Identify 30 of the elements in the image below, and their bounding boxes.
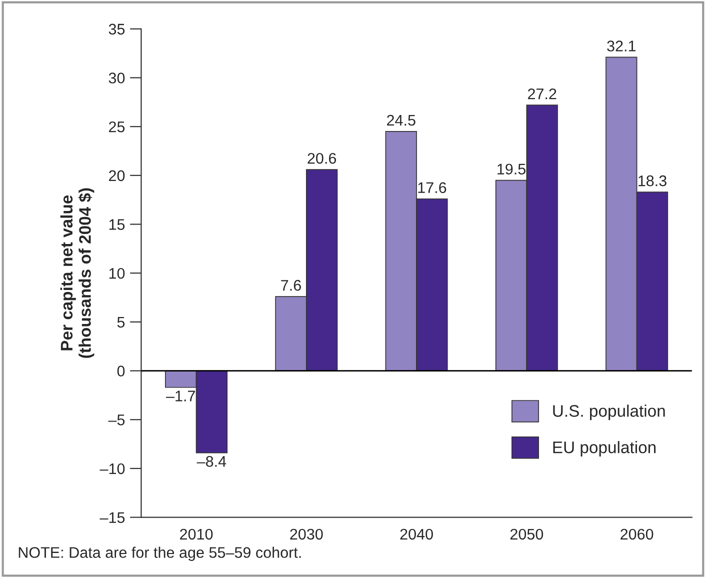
data-label: 7.6: [281, 280, 301, 291]
data-label: 19.5: [498, 164, 526, 175]
data-label: 17.6: [418, 182, 446, 194]
x-tick-label: 2060: [620, 528, 654, 540]
data-label: 27.2: [528, 88, 556, 100]
data-label: 24.5: [387, 114, 416, 126]
data-label: 20.6: [308, 152, 336, 164]
y-tick-label: 15: [109, 219, 125, 230]
y-tick-label: 5: [117, 316, 125, 328]
y-tick-label: –10: [100, 463, 125, 474]
legend-label: U.S. population: [553, 404, 665, 420]
y-tick-label: 10: [109, 268, 125, 279]
y-tick-label: –5: [108, 414, 125, 426]
x-tick-label: 2010: [180, 528, 213, 540]
data-label: –1.7: [166, 390, 195, 402]
y-tick-label: –15: [100, 512, 125, 523]
y-tick-label: 35: [108, 24, 125, 35]
x-tick-label: 2030: [290, 528, 323, 540]
y-tick-label: 20: [109, 170, 125, 182]
data-label: 18.3: [638, 175, 666, 186]
data-label: –8.4: [196, 456, 226, 467]
y-axis-title: Per capita net value (thousands of 2004 $): [60, 188, 94, 358]
x-tick-label: 2050: [510, 528, 544, 540]
y-tick-label: 25: [109, 121, 125, 132]
x-tick-label: 2040: [400, 528, 433, 540]
legend-label: EU population: [553, 441, 656, 457]
y-tick-label: 30: [108, 72, 125, 84]
data-label: 32.1: [607, 40, 636, 52]
y-tick-label: 0: [117, 366, 125, 376]
text: NOTE: Data are for the age 55–59 cohort.: [18, 546, 301, 561]
